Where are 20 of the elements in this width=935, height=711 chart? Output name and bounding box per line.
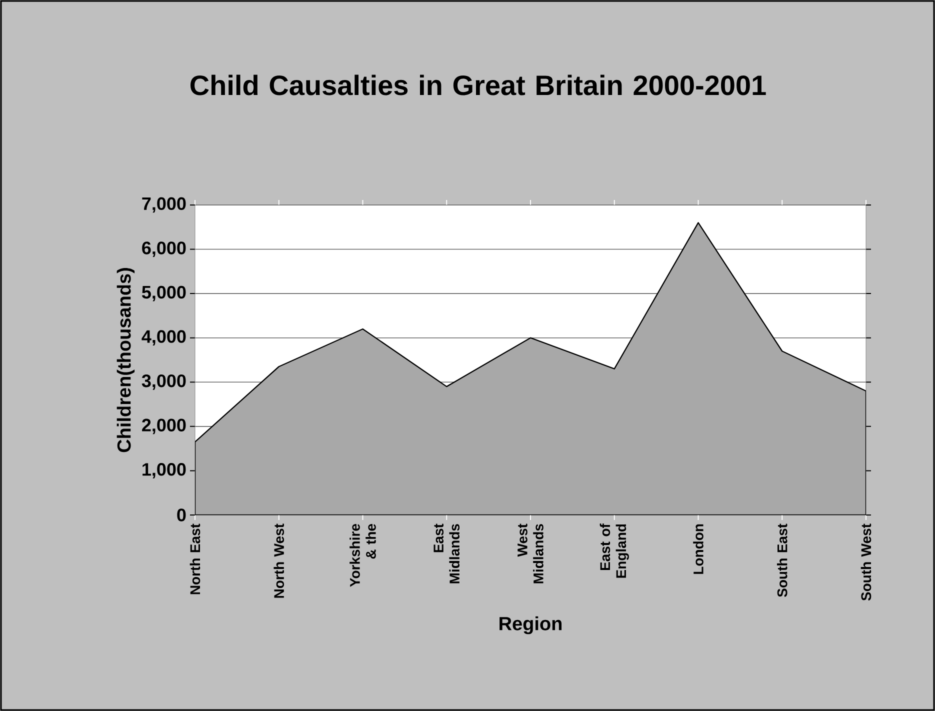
- x-tick-label: West Midlands: [518, 524, 544, 584]
- y-axis-title: Children(thousands): [116, 268, 135, 452]
- chart-title: Child Causalties in Great Britain 2000-2001: [190, 74, 766, 96]
- x-tick-label: South West: [860, 524, 872, 601]
- x-axis-title: Region: [500, 616, 562, 634]
- x-tick-label: South East: [776, 524, 788, 598]
- y-tick-label: 3,000: [142, 374, 186, 390]
- y-tick-label: 1,000: [142, 463, 186, 478]
- x-tick-label: North East: [190, 524, 200, 594]
- x-tick-label: London: [693, 524, 704, 574]
- y-tick-label: 2,000: [142, 418, 186, 434]
- x-tick-label: Yorkshire & the: [350, 524, 376, 587]
- x-tick-label: North West: [274, 524, 284, 598]
- y-tick-label: 4,000: [142, 330, 186, 346]
- y-tick-label: 0: [177, 508, 186, 522]
- x-tick-label: East of England: [600, 524, 629, 578]
- y-tick-label: 6,000: [142, 242, 186, 257]
- x-tick-label: East Midlands: [434, 524, 460, 584]
- y-tick-label: 7,000: [142, 197, 186, 213]
- y-tick-label: 5,000: [142, 286, 186, 302]
